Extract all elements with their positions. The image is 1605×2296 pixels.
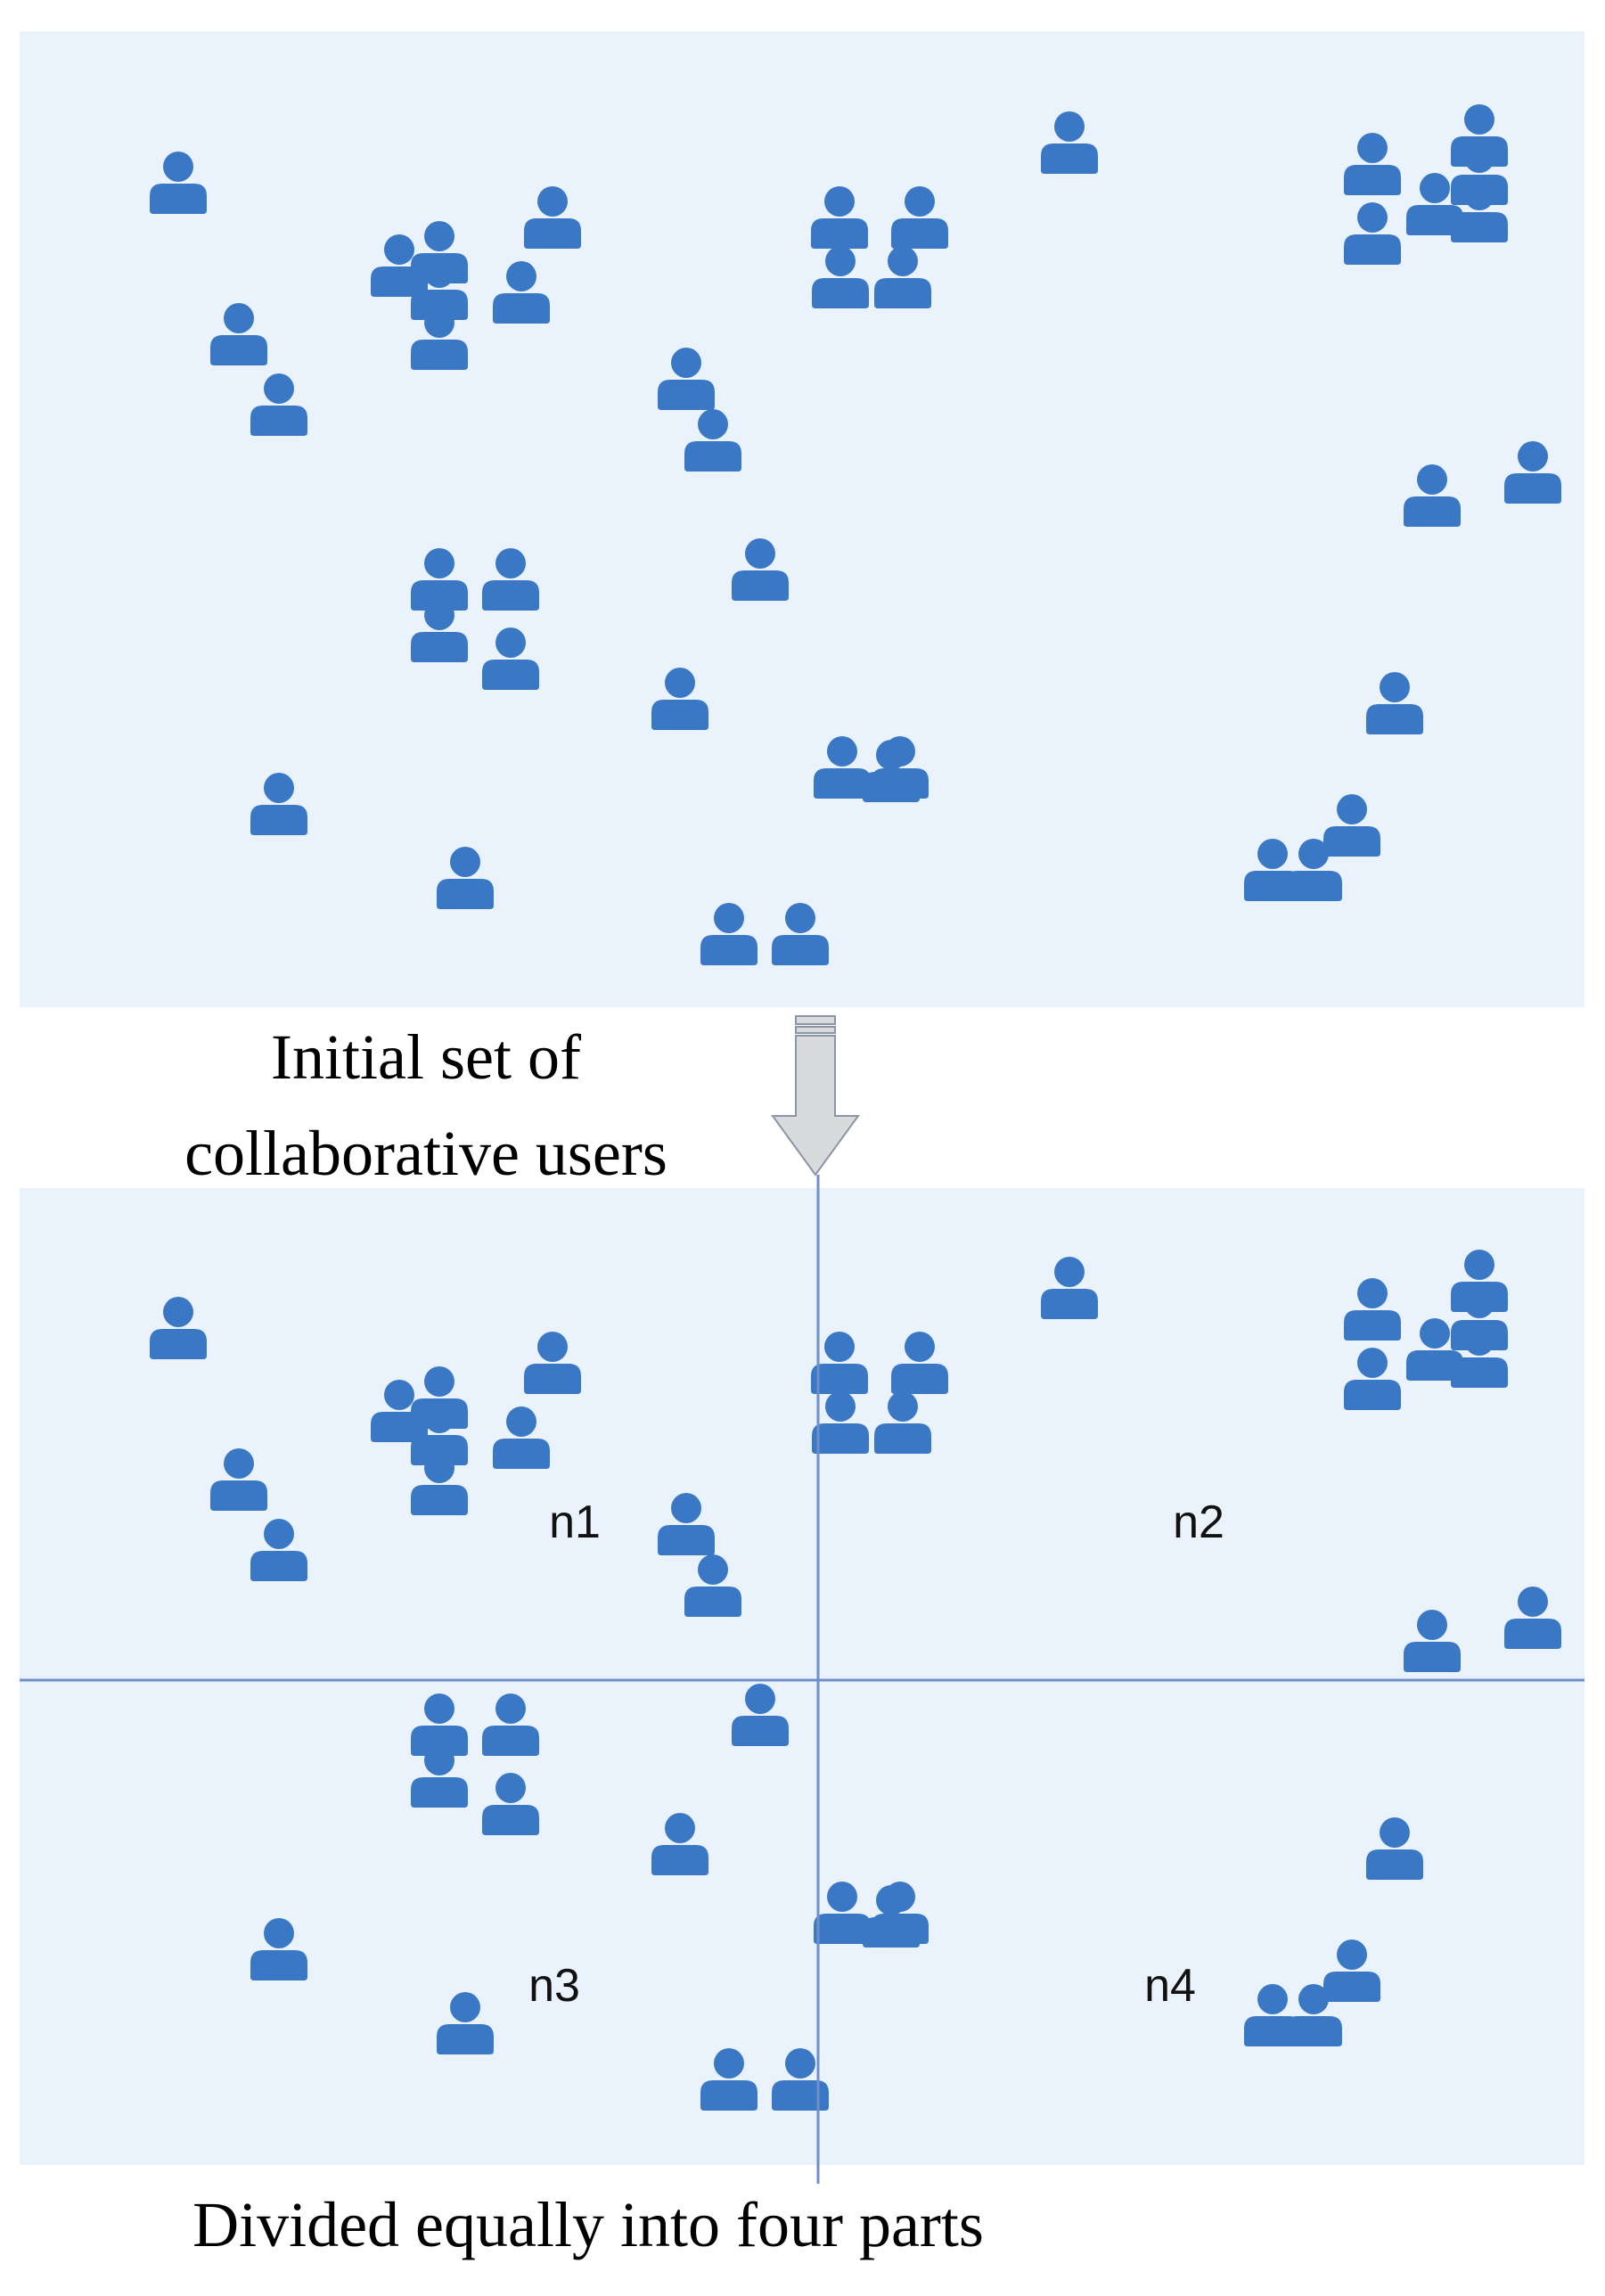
down-arrow-icon — [771, 1015, 860, 1177]
region-label-n1: n1 — [549, 1496, 601, 1548]
bottom-caption: Divided equally into four parts — [192, 2189, 984, 2260]
region-label-n4: n4 — [1144, 1960, 1196, 2012]
top-caption-line2: collaborative users — [184, 1118, 667, 1189]
region-label-n2: n2 — [1173, 1496, 1224, 1548]
top-caption-line1: Initial set of — [271, 1021, 581, 1093]
region-label-n3: n3 — [528, 1960, 580, 2012]
